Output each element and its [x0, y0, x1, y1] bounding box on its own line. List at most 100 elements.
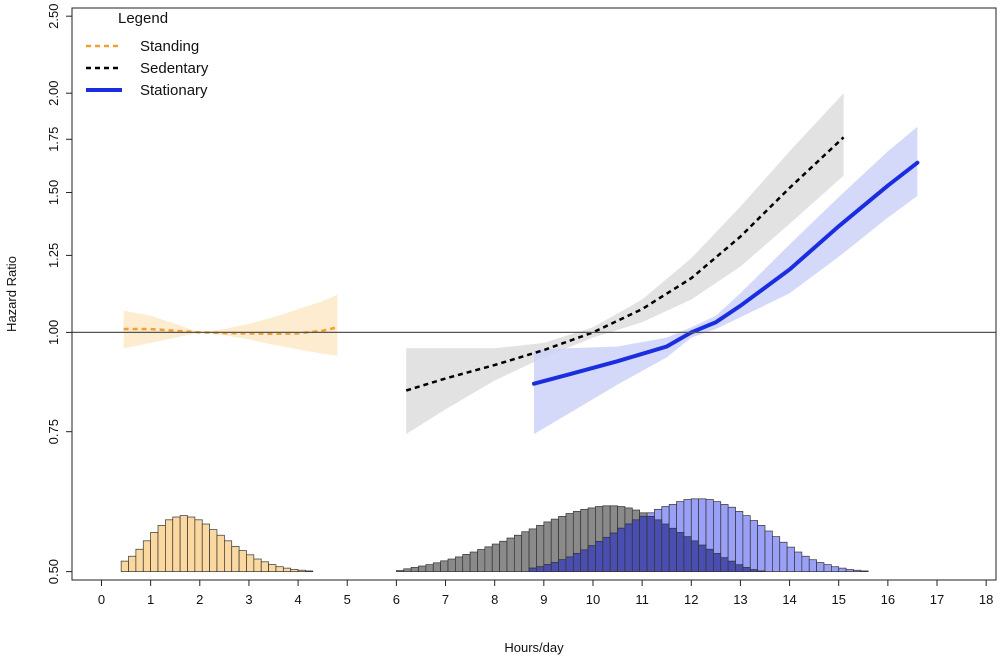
hist-bar-overlap: [602, 536, 611, 572]
line-standing: [123, 326, 338, 336]
hist-bar-standing: [231, 546, 240, 572]
x-tick-label: 3: [245, 592, 252, 607]
hist-bar-standing: [142, 540, 151, 572]
x-tick-label: 16: [881, 592, 895, 607]
hist-bar-overlap: [668, 527, 677, 572]
histograms: [120, 498, 869, 572]
y-tick-label: 2.00: [46, 81, 61, 106]
hist-bar-standing: [275, 566, 284, 572]
hist-bar-overlap: [757, 570, 766, 572]
hist-bar-overlap: [543, 564, 552, 572]
hist-bar-sedentary: [447, 558, 456, 572]
hist-bar-sedentary: [455, 556, 464, 572]
hist-bar-overlap: [624, 523, 633, 572]
y-tick-label: 1.25: [46, 243, 61, 268]
y-axis-label: Hazard Ratio: [4, 256, 19, 332]
band-standing: [123, 294, 338, 356]
hist-bar-standing: [201, 523, 210, 572]
hist-bar-standing: [120, 560, 129, 572]
x-tick-label: 7: [442, 592, 449, 607]
x-tick-label: 2: [196, 592, 203, 607]
hist-bar-standing: [150, 532, 159, 572]
hist-bar-sedentary: [477, 549, 486, 572]
hist-bar-overlap: [617, 527, 626, 572]
band-stationary: [534, 126, 918, 434]
hist-bar-overlap: [646, 515, 655, 572]
band-sedentary: [406, 93, 844, 434]
x-tick-label: 1: [147, 592, 154, 607]
hist-bar-stationary: [749, 520, 758, 572]
hist-bar-standing: [246, 554, 255, 572]
hist-bar-stationary: [794, 551, 803, 572]
hist-bar-standing: [172, 516, 181, 572]
hist-bar-standing: [290, 569, 299, 572]
hist-bar-overlap: [536, 566, 545, 572]
hist-bar-overlap: [609, 532, 618, 572]
hist-bar-stationary: [735, 511, 744, 572]
legend: Legend Standing Sedentary Stationary: [86, 10, 209, 99]
hist-bar-sedentary: [491, 543, 500, 572]
hist-bar-standing: [297, 569, 306, 572]
hist-bar-stationary: [764, 530, 773, 572]
hist-bar-stationary: [816, 562, 825, 572]
x-tick-label: 5: [344, 592, 351, 607]
hist-bar-overlap: [654, 519, 663, 572]
hist-bar-sedentary: [528, 528, 537, 572]
y-tick-label: 0.50: [46, 559, 61, 584]
x-tick-label: 8: [491, 592, 498, 607]
hist-bar-stationary: [853, 569, 862, 572]
hist-bar-standing: [165, 519, 174, 572]
series-lines: [123, 136, 920, 392]
hist-bar-overlap: [587, 545, 596, 572]
hist-bar-sedentary: [513, 534, 523, 572]
x-tick-label: 10: [586, 592, 600, 607]
hist-bar-standing: [305, 570, 314, 572]
hist-bar-sedentary: [440, 560, 449, 572]
hist-bar-overlap: [550, 562, 559, 572]
hist-bar-overlap: [727, 560, 736, 572]
legend-title: Legend: [118, 10, 168, 27]
x-tick-label: 6: [393, 592, 400, 607]
hist-bar-sedentary: [418, 565, 427, 572]
hist-bar-sedentary: [410, 567, 419, 572]
hist-bar-standing: [260, 561, 269, 572]
hist-bar-sedentary: [462, 554, 471, 572]
hist-bar-sedentary: [432, 562, 441, 572]
x-tick-label: 4: [294, 592, 301, 607]
hist-bar-standing: [194, 519, 203, 572]
hist-bar-overlap: [528, 567, 537, 572]
hist-bar-sedentary: [536, 525, 545, 572]
hist-bar-overlap: [742, 567, 751, 572]
hist-bar-overlap: [683, 536, 692, 572]
hist-bar-stationary: [808, 559, 817, 572]
x-tick-label: 0: [98, 592, 105, 607]
y-tick-label: 1.75: [46, 127, 61, 152]
line-stationary: [532, 160, 920, 386]
x-tick-label: 17: [930, 592, 944, 607]
x-tick-label: 15: [831, 592, 845, 607]
hist-bar-standing: [238, 550, 247, 572]
hist-bar-overlap: [720, 557, 729, 572]
x-tick-label: 9: [540, 592, 547, 607]
hist-bar-overlap: [713, 553, 722, 572]
hist-bar-sedentary: [506, 537, 515, 572]
hist-bar-stationary: [786, 546, 795, 572]
hist-bar-sedentary: [396, 570, 405, 572]
hist-bar-sedentary: [403, 568, 412, 572]
hist-bar-stationary: [772, 536, 781, 572]
legend-label-standing: Standing: [140, 38, 199, 55]
hist-bar-overlap: [565, 556, 574, 572]
hist-bar-overlap: [735, 564, 744, 572]
hist-bar-stationary: [801, 555, 810, 572]
hist-bar-stationary: [757, 525, 766, 572]
hist-bar-overlap: [572, 553, 582, 572]
x-tick-label: 12: [684, 592, 698, 607]
hist-bar-overlap: [698, 544, 707, 572]
hist-bar-sedentary: [484, 546, 493, 572]
legend-label-sedentary: Sedentary: [140, 60, 209, 77]
hist-bar-standing: [157, 525, 166, 572]
hist-bar-overlap: [558, 559, 567, 572]
hist-bar-standing: [128, 555, 137, 572]
hist-bar-standing: [253, 558, 262, 572]
